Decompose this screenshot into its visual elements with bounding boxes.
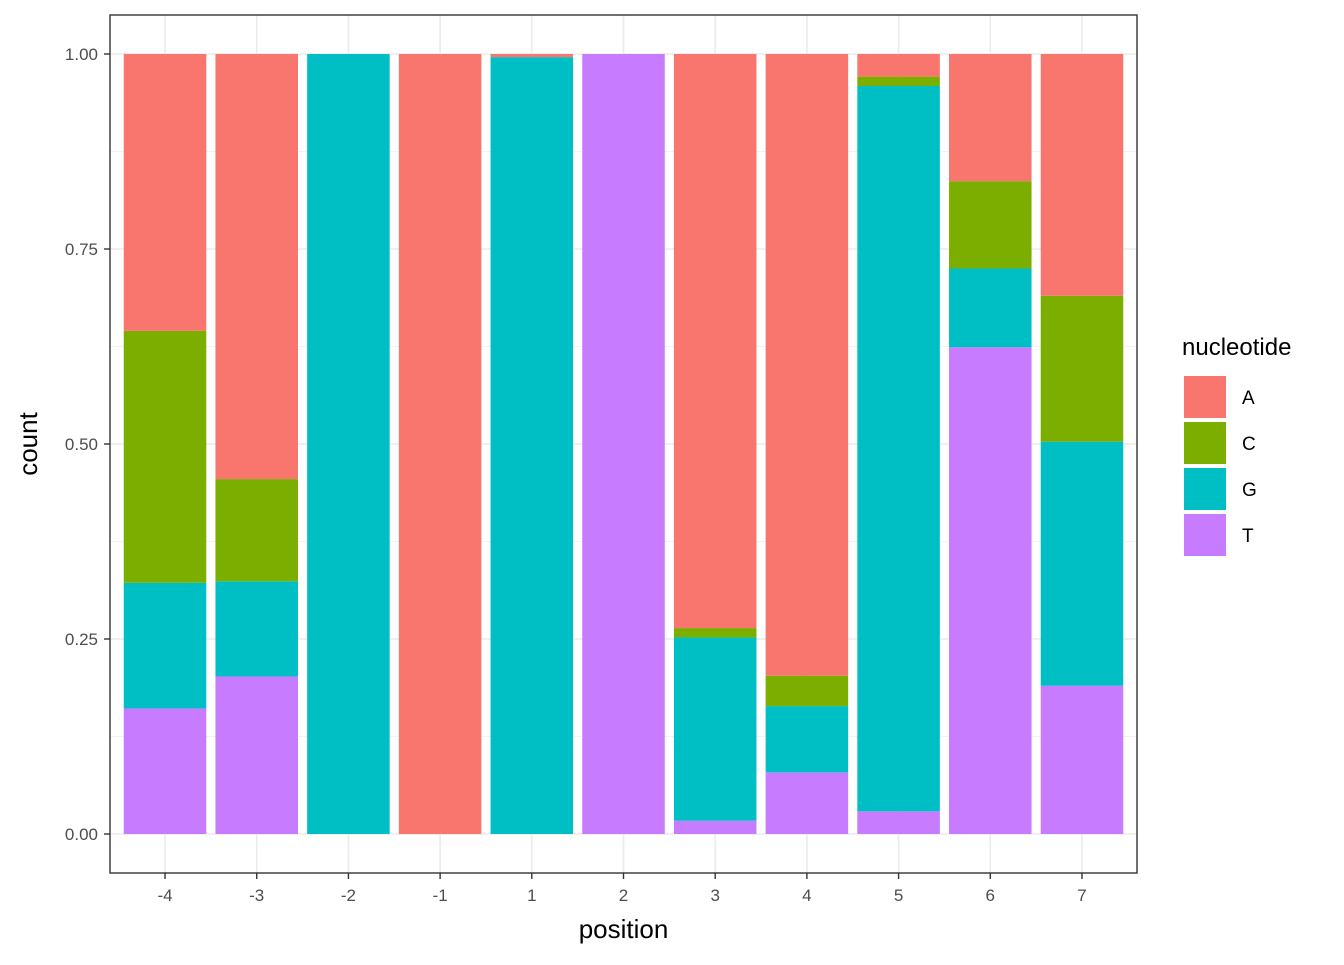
bar-segment-G-pos-5 [857, 85, 940, 812]
bar-segment-A-pos-1 [490, 54, 574, 58]
legend-label-A: A [1242, 388, 1255, 409]
y-axis: 0.00 0.25 0.50 0.75 1.00 [65, 45, 110, 844]
x-tick-label: 1 [527, 886, 536, 905]
bar-segment-C-pos-4 [765, 675, 849, 707]
x-tick-label: 6 [986, 886, 995, 905]
bar-segment-G-pos--4 [123, 582, 207, 709]
bar-segment-A-pos--3 [215, 54, 298, 480]
bar-segment-T-pos--3 [215, 676, 298, 834]
bar-segment-T-pos-7 [1040, 685, 1124, 834]
bars [123, 54, 1124, 835]
bar-segment-C-pos-6 [949, 181, 1032, 269]
bar-segment-G-pos-7 [1040, 441, 1124, 686]
bar-segment-A-pos-3 [673, 54, 757, 629]
y-tick-label: 0.00 [65, 825, 98, 844]
bar-segment-A-pos-7 [1040, 54, 1124, 296]
legend-label-T: T [1242, 526, 1254, 547]
x-tick-label: 3 [710, 886, 719, 905]
bar-segment-A-pos-5 [857, 54, 940, 77]
bar-segment-T-pos-5 [857, 811, 940, 834]
y-tick-label: 1.00 [65, 45, 98, 64]
legend: nucleotide A C G T [1182, 334, 1291, 556]
x-tick-label: 5 [894, 886, 903, 905]
bar-segment-G-pos-4 [765, 706, 849, 773]
legend-key-A [1184, 376, 1226, 418]
bar-segment-T-pos-4 [765, 772, 849, 834]
y-tick-label: 0.75 [65, 240, 98, 259]
x-tick-label: -3 [249, 886, 264, 905]
legend-key-T [1184, 514, 1226, 556]
bar-segment-C-pos-7 [1040, 295, 1124, 442]
bar-segment-C-pos--4 [123, 330, 207, 583]
legend-title: nucleotide [1182, 334, 1291, 361]
legend-label-C: C [1242, 434, 1256, 455]
y-tick-label: 0.25 [65, 630, 98, 649]
legend-key-C [1184, 422, 1226, 464]
bar-segment-C-pos-3 [673, 628, 757, 638]
x-axis: -4 -3 -2 -1 1 2 3 4 5 6 7 [157, 873, 1087, 905]
bar-segment-G-pos-3 [673, 637, 757, 821]
bar-segment-G-pos--3 [215, 581, 298, 677]
bar-segment-A-pos-6 [949, 54, 1032, 182]
bar-segment-T-pos-2 [582, 54, 665, 834]
bar-segment-G-pos--2 [307, 54, 390, 834]
bar-segment-C-pos-5 [857, 76, 940, 86]
legend-label-G: G [1242, 480, 1257, 501]
bar-segment-A-pos--4 [123, 54, 207, 331]
legend-key-G [1184, 468, 1226, 510]
bar-segment-A-pos--1 [398, 54, 482, 834]
bar-segment-G-pos-1 [490, 57, 574, 835]
bar-segment-T-pos-6 [949, 347, 1032, 834]
x-axis-title: position [579, 914, 669, 944]
x-tick-label: -2 [341, 886, 356, 905]
y-tick-label: 0.50 [65, 435, 98, 454]
bar-segment-G-pos-6 [949, 268, 1032, 348]
bar-segment-A-pos-4 [765, 54, 849, 676]
x-tick-label: -4 [157, 886, 172, 905]
bar-segment-T-pos--4 [123, 708, 207, 834]
x-tick-label: 7 [1077, 886, 1086, 905]
x-tick-label: 4 [802, 886, 811, 905]
x-tick-label: 2 [619, 886, 628, 905]
x-tick-label: -1 [433, 886, 448, 905]
bar-segment-T-pos-3 [673, 820, 757, 834]
y-axis-title: count [13, 411, 43, 475]
bar-segment-C-pos--3 [215, 479, 298, 582]
